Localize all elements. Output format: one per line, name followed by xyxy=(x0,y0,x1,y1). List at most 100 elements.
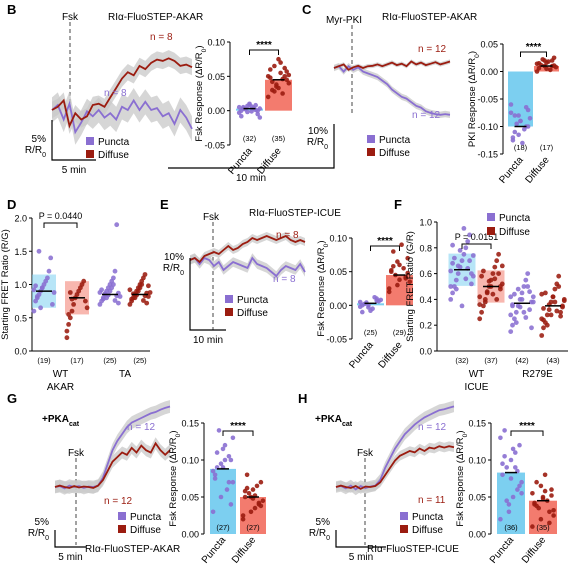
category-label: WT xyxy=(53,369,69,380)
data-point xyxy=(46,268,52,274)
data-point xyxy=(386,289,392,295)
data-point xyxy=(240,516,246,522)
data-point xyxy=(450,260,455,266)
data-point xyxy=(544,66,549,72)
count-label: (43) xyxy=(546,356,560,365)
trace-diffuse xyxy=(335,445,455,490)
data-point xyxy=(486,278,492,284)
count-label: (42) xyxy=(515,356,529,365)
y-tick-label: 0.5 xyxy=(14,313,27,323)
data-point xyxy=(216,428,222,433)
data-point xyxy=(525,284,531,289)
n-label-puncta: n = 12 xyxy=(412,110,441,121)
data-point xyxy=(405,255,411,261)
data-point xyxy=(66,322,71,327)
y-tick-label: 0.8 xyxy=(419,243,432,253)
trace-title: RIα-FluoSTEP-AKAR xyxy=(85,544,180,555)
data-point xyxy=(360,309,365,315)
count-label: (18) xyxy=(514,143,528,152)
data-point xyxy=(551,508,556,513)
data-point xyxy=(278,70,283,76)
legend-puncta: Puncta xyxy=(237,295,269,306)
data-point xyxy=(249,109,254,114)
data-point xyxy=(529,325,534,331)
data-point xyxy=(523,315,529,320)
data-point xyxy=(463,276,469,282)
count-label: (36) xyxy=(504,523,518,532)
y-tick-label: 0.05 xyxy=(181,493,199,503)
data-point xyxy=(516,132,521,138)
data-point xyxy=(83,298,88,304)
count-label: (17) xyxy=(70,356,84,365)
data-point xyxy=(525,271,531,276)
group-label: AKAR xyxy=(47,382,74,393)
legend-diffuse: Diffuse xyxy=(98,150,129,161)
data-point xyxy=(127,287,133,293)
legend-puncta: Puncta xyxy=(499,213,531,224)
data-point xyxy=(452,255,457,261)
data-point xyxy=(500,472,505,478)
condition-label: +PKAcat xyxy=(42,414,80,428)
data-point xyxy=(236,104,242,110)
data-point xyxy=(494,258,500,264)
data-point xyxy=(498,284,503,289)
legend-puncta: Puncta xyxy=(379,135,411,146)
data-point xyxy=(374,298,380,303)
data-point xyxy=(459,258,465,264)
data-point xyxy=(496,251,501,257)
data-point xyxy=(357,304,363,310)
trace-diffuse xyxy=(333,60,451,71)
y-tick-label: 0.00 xyxy=(329,301,347,311)
data-point xyxy=(523,277,529,283)
data-point xyxy=(407,279,413,285)
data-point xyxy=(405,270,411,276)
y-tick-label: 0.10 xyxy=(207,38,225,48)
y-tick-label: 0.10 xyxy=(329,234,347,244)
data-point xyxy=(391,264,396,269)
data-point xyxy=(536,65,542,71)
data-point xyxy=(66,312,71,317)
data-point xyxy=(542,488,548,494)
data-point xyxy=(244,485,250,491)
data-point xyxy=(530,299,536,305)
data-point xyxy=(513,450,518,455)
y-tick-label: 2.0 xyxy=(14,214,27,224)
data-point xyxy=(357,299,363,305)
scale-y-unit: R/R0 xyxy=(307,137,328,151)
legend-swatch-puncta xyxy=(400,512,408,520)
data-point xyxy=(541,317,546,323)
data-point xyxy=(286,80,292,86)
y-tick-label: -0.15 xyxy=(477,150,498,160)
sig-label: **** xyxy=(256,40,272,51)
y-tick-label: 0.2 xyxy=(419,321,432,331)
data-point xyxy=(210,509,216,515)
data-point xyxy=(547,509,552,515)
y-tick-label: 0.15 xyxy=(181,419,199,429)
y-tick-label: 0.00 xyxy=(468,530,486,540)
category-label: Diffuse xyxy=(255,146,284,177)
data-point xyxy=(508,110,514,116)
scale-y-percent: 5% xyxy=(32,134,47,145)
data-point xyxy=(366,303,371,308)
data-point xyxy=(513,320,519,325)
legend-swatch-puncta xyxy=(225,295,233,303)
data-point xyxy=(258,503,264,509)
data-point xyxy=(257,115,263,120)
data-point xyxy=(36,248,42,254)
condition-label: +PKAcat xyxy=(315,414,353,428)
data-point xyxy=(498,435,503,441)
data-point xyxy=(515,487,520,492)
data-point xyxy=(461,251,467,257)
legend-diffuse: Diffuse xyxy=(499,227,530,238)
scale-x-label: 10 min xyxy=(236,173,266,184)
data-point xyxy=(519,479,524,485)
drug-label: Fsk xyxy=(68,448,85,459)
data-point xyxy=(389,268,394,273)
data-point xyxy=(521,309,527,315)
data-point xyxy=(530,294,536,300)
y-axis-label: Fsk Response (ΔR/R0) xyxy=(168,430,182,526)
legend-swatch-diffuse xyxy=(86,150,94,158)
data-point xyxy=(477,316,483,322)
legend-puncta: Puncta xyxy=(412,512,444,523)
data-point xyxy=(542,472,548,478)
